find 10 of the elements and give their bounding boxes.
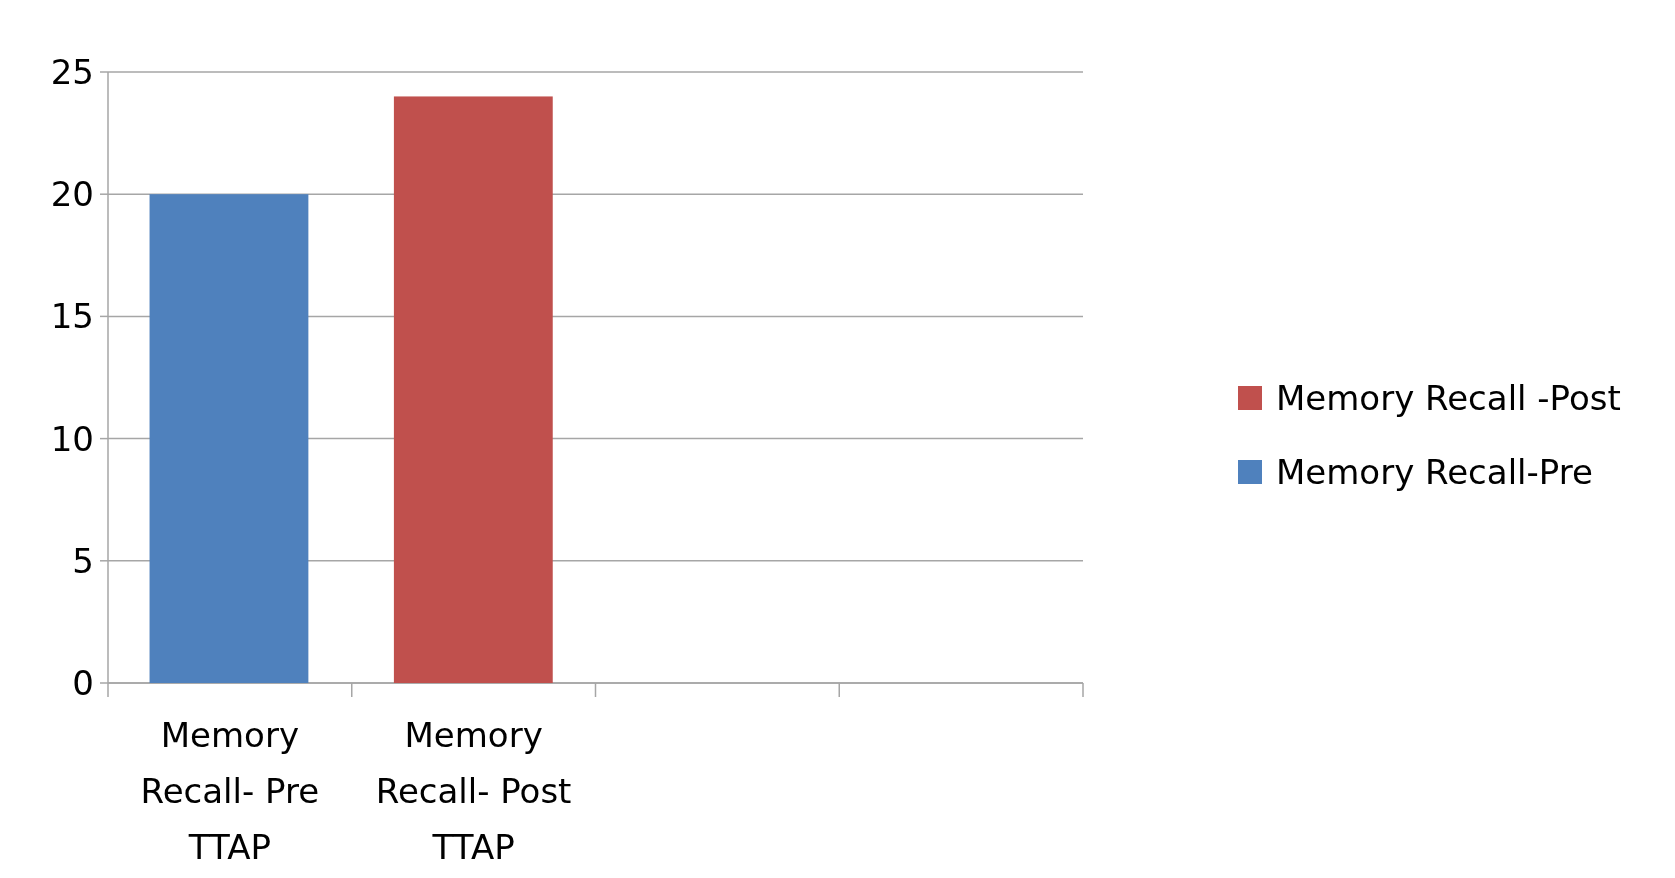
legend-label: Memory Recall -Post [1276,377,1621,418]
y-tick-label: 5 [72,540,94,581]
x-tick-label: Memory Recall- Post TTAP [375,715,572,867]
y-tick-label: 15 [50,296,94,337]
y-tick-label: 0 [72,662,94,703]
y-tick-label: 25 [50,51,94,92]
y-tick-label: 20 [50,174,94,215]
y-tick-label: 10 [50,418,94,459]
x-tick-label: Memory Recall- Pre TTAP [140,715,320,867]
legend-label: Memory Recall-Pre [1276,451,1593,492]
